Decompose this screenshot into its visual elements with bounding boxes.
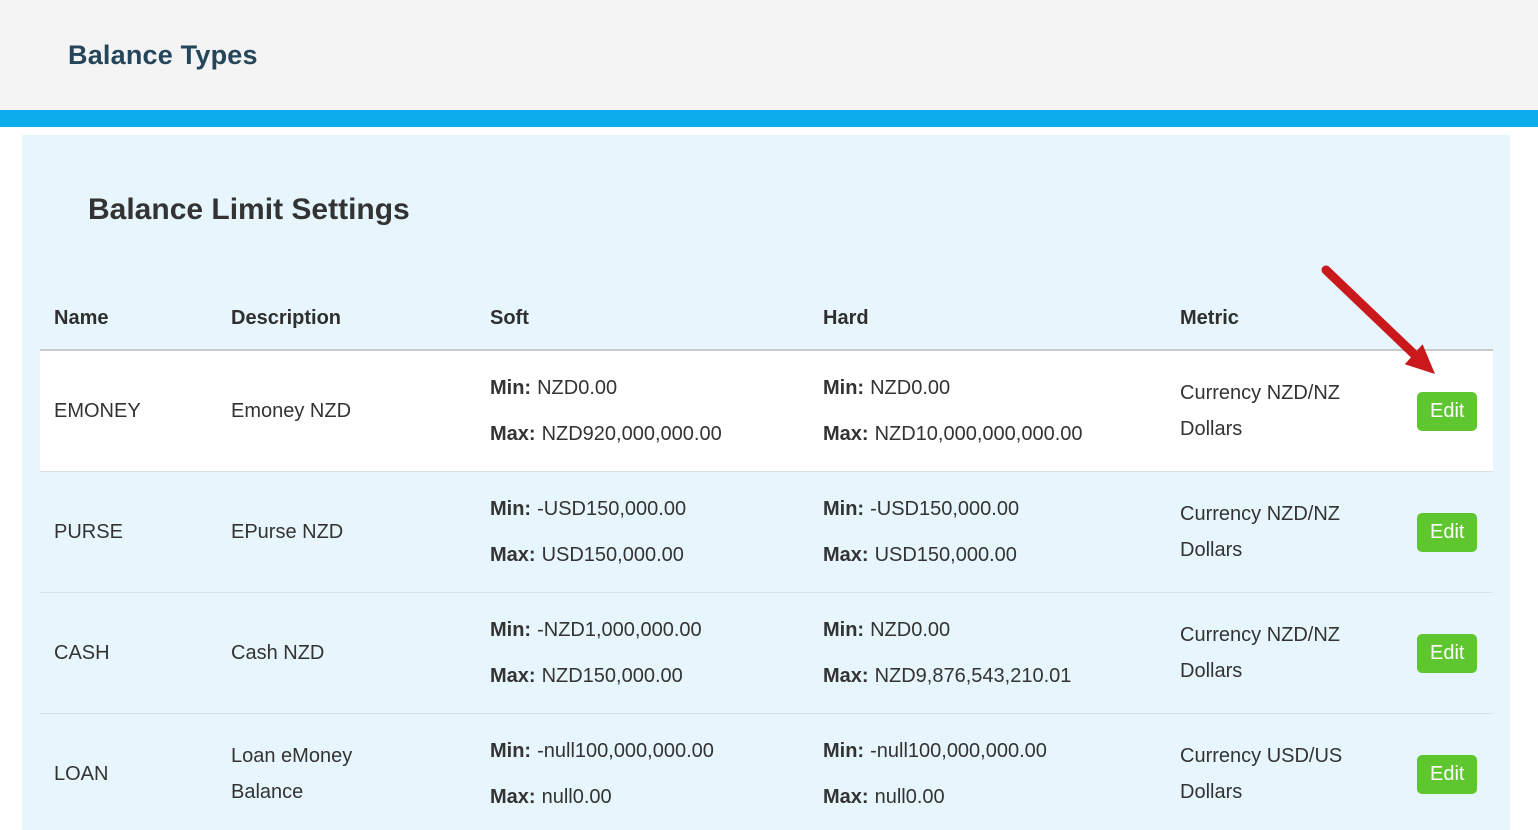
cell-description: Emoney NZD [231, 400, 352, 422]
hard-min-value: -null100,000,000.00 [870, 740, 1047, 762]
edit-button-emoney[interactable]: Edit [1417, 391, 1478, 431]
balance-limit-settings-card: Balance Limit Settings Name Description … [22, 135, 1510, 830]
soft-max-value: NZD920,000,000.00 [541, 423, 722, 445]
hard-max-value: null0.00 [874, 786, 945, 808]
cell-actions: Edit [1417, 512, 1507, 552]
table-row-purse: PURSE EPurse NZD Min: -USD150,000.00 Max:… [40, 471, 1493, 592]
min-label: Min: [823, 377, 865, 399]
table-header-row: Name Description Soft Hard Metric [40, 228, 1493, 351]
soft-min-value: -NZD1,000,000.00 [537, 619, 702, 641]
max-label: Max: [490, 544, 536, 566]
cell-hard: Min: NZD0.00 Max: NZD9,876,543,210.01 [823, 607, 1180, 699]
min-label: Min: [823, 498, 865, 520]
cell-hard: Min: -null100,000,000.00 Max: null0.00 [823, 728, 1180, 820]
cell-name: CASH [54, 642, 110, 664]
max-label: Max: [823, 544, 869, 566]
cell-metric: Currency NZD/NZ Dollars [1180, 503, 1341, 561]
max-label: Max: [823, 665, 869, 687]
hard-max-value: NZD10,000,000,000.00 [874, 423, 1083, 445]
hard-max-value: NZD9,876,543,210.01 [874, 665, 1072, 687]
page-title: Balance Types [68, 39, 258, 70]
cell-actions: Edit [1417, 754, 1507, 794]
column-header-name: Name [54, 307, 109, 329]
cell-hard: Min: NZD0.00 Max: NZD10,000,000,000.00 [823, 365, 1180, 457]
accent-stripe [0, 110, 1538, 127]
table-row-cash: CASH Cash NZD Min: -NZD1,000,000.00 Max: N… [40, 592, 1493, 713]
cell-metric: Currency NZD/NZ Dollars [1180, 382, 1341, 440]
soft-min-value: -USD150,000.00 [537, 498, 687, 520]
cell-soft: Min: -USD150,000.00 Max: USD150,000.00 [490, 486, 823, 578]
cell-name: EMONEY [54, 400, 141, 422]
soft-min-value: NZD0.00 [537, 377, 618, 399]
hard-min-value: NZD0.00 [870, 619, 951, 641]
hard-max-value: USD150,000.00 [874, 544, 1017, 566]
min-label: Min: [490, 498, 532, 520]
min-label: Min: [823, 740, 865, 762]
max-label: Max: [823, 786, 869, 808]
min-label: Min: [490, 377, 532, 399]
max-label: Max: [490, 786, 536, 808]
min-label: Min: [823, 619, 865, 641]
cell-description: Cash NZD [231, 642, 325, 664]
cell-actions: Edit [1417, 633, 1507, 673]
max-label: Max: [823, 423, 869, 445]
edit-button-purse[interactable]: Edit [1417, 512, 1478, 552]
edit-button-loan[interactable]: Edit [1417, 754, 1478, 794]
column-header-description: Description [231, 307, 342, 329]
max-label: Max: [490, 423, 536, 445]
cell-metric: Currency USD/US Dollars [1180, 745, 1343, 803]
top-bar: Balance Types [0, 0, 1538, 110]
column-header-actions [1417, 307, 1507, 330]
cell-actions: Edit [1417, 391, 1507, 431]
table-row-loan: LOAN Loan eMoney Balance Min: -null100,00… [40, 713, 1493, 830]
cell-hard: Min: -USD150,000.00 Max: USD150,000.00 [823, 486, 1180, 578]
cell-description: EPurse NZD [231, 521, 344, 543]
min-label: Min: [490, 740, 532, 762]
cell-soft: Min: -NZD1,000,000.00 Max: NZD150,000.00 [490, 607, 823, 699]
soft-max-value: null0.00 [541, 786, 612, 808]
cell-name: LOAN [54, 763, 109, 785]
cell-metric: Currency NZD/NZ Dollars [1180, 624, 1341, 682]
column-header-soft: Soft [490, 307, 529, 329]
hard-min-value: NZD0.00 [870, 377, 951, 399]
cell-name: PURSE [54, 521, 123, 543]
min-label: Min: [490, 619, 532, 641]
column-header-metric: Metric [1180, 307, 1239, 329]
cell-soft: Min: NZD0.00 Max: NZD920,000,000.00 [490, 365, 823, 457]
soft-max-value: NZD150,000.00 [541, 665, 683, 687]
balance-limits-table: Name Description Soft Hard Metric EMONEY… [40, 228, 1493, 830]
card-heading: Balance Limit Settings [88, 193, 410, 226]
soft-min-value: -null100,000,000.00 [537, 740, 714, 762]
cell-soft: Min: -null100,000,000.00 Max: null0.00 [490, 728, 823, 820]
edit-button-cash[interactable]: Edit [1417, 633, 1478, 673]
table-row-emoney: EMONEY Emoney NZD Min: NZD0.00 Max: NZD920… [40, 351, 1493, 471]
column-header-hard: Hard [823, 307, 869, 329]
soft-max-value: USD150,000.00 [541, 544, 684, 566]
cell-description: Loan eMoney Balance [231, 745, 353, 803]
max-label: Max: [490, 665, 536, 687]
hard-min-value: -USD150,000.00 [870, 498, 1020, 520]
